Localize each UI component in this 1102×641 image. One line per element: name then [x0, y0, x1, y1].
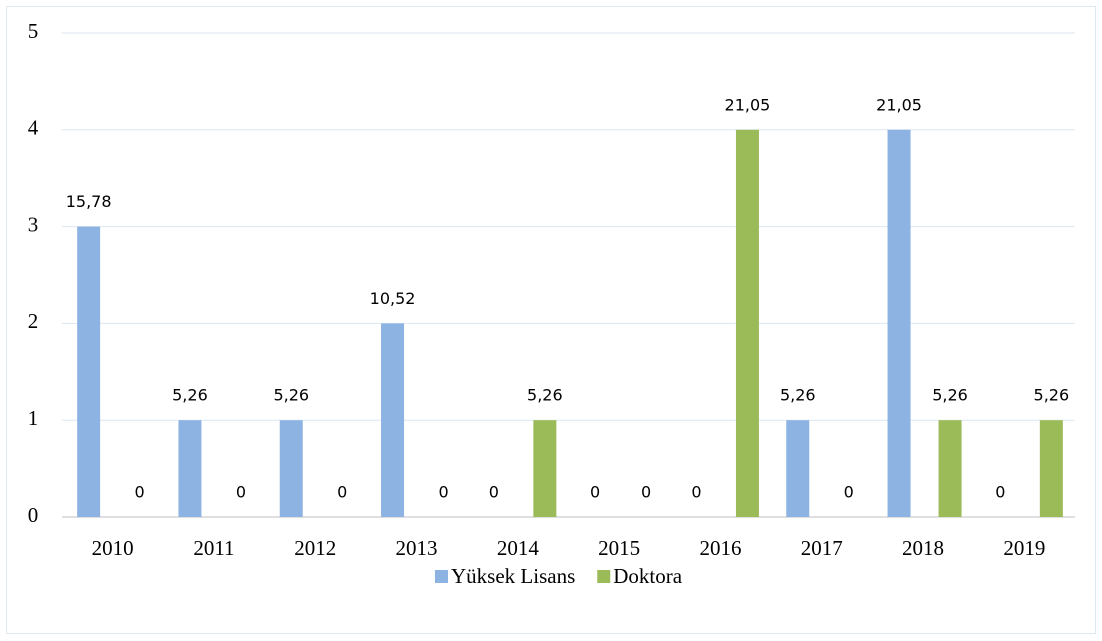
bar [735, 129, 759, 518]
data-label: 5,26 [527, 386, 563, 405]
data-label: 21,05 [725, 95, 771, 114]
y-tick-label: 2 [28, 309, 39, 333]
data-label: 0 [641, 483, 651, 502]
y-tick-label: 4 [28, 116, 39, 140]
data-label: 0 [337, 483, 347, 502]
data-label: 21,05 [876, 95, 922, 114]
legend-swatch [435, 570, 448, 583]
x-tick-label: 2013 [396, 536, 438, 560]
bar [786, 420, 810, 517]
y-tick-label: 5 [28, 19, 39, 43]
x-tick-label: 2014 [497, 536, 540, 560]
data-label: 5,26 [932, 386, 968, 405]
x-tick-label: 2018 [902, 536, 944, 560]
legend-label: Doktora [613, 564, 682, 588]
bar [77, 226, 101, 517]
data-label: 0 [489, 483, 499, 502]
x-tick-label: 2015 [598, 536, 640, 560]
data-label: 15,78 [66, 192, 112, 211]
y-tick-label: 1 [28, 406, 39, 430]
y-tick-label: 3 [28, 212, 39, 236]
data-label: 5,26 [780, 386, 816, 405]
x-tick-label: 2012 [294, 536, 336, 560]
x-tick-label: 2017 [801, 536, 843, 560]
bar [1039, 420, 1063, 517]
data-label: 5,26 [172, 386, 208, 405]
data-label: 0 [236, 483, 246, 502]
bar [178, 420, 202, 517]
x-tick-label: 2011 [193, 536, 234, 560]
x-tick-label: 2010 [92, 536, 134, 560]
bar [533, 420, 557, 517]
legend-label: Yüksek Lisans [451, 564, 575, 588]
x-tick-label: 2016 [699, 536, 741, 560]
bar [381, 323, 405, 517]
data-label: 5,26 [1034, 386, 1070, 405]
bar [887, 129, 911, 518]
data-label: 0 [590, 483, 600, 502]
data-label: 10,52 [370, 289, 416, 308]
data-label: 0 [438, 483, 448, 502]
data-label: 5,26 [273, 386, 309, 405]
data-label: 0 [691, 483, 701, 502]
legend-swatch [597, 570, 611, 583]
data-label: 0 [995, 483, 1005, 502]
chart-border [6, 6, 1096, 634]
bar [279, 420, 303, 517]
data-label: 0 [135, 483, 145, 502]
data-label: 0 [844, 483, 854, 502]
bar [938, 420, 962, 517]
x-tick-label: 2019 [1003, 536, 1045, 560]
y-tick-label: 0 [28, 503, 39, 527]
